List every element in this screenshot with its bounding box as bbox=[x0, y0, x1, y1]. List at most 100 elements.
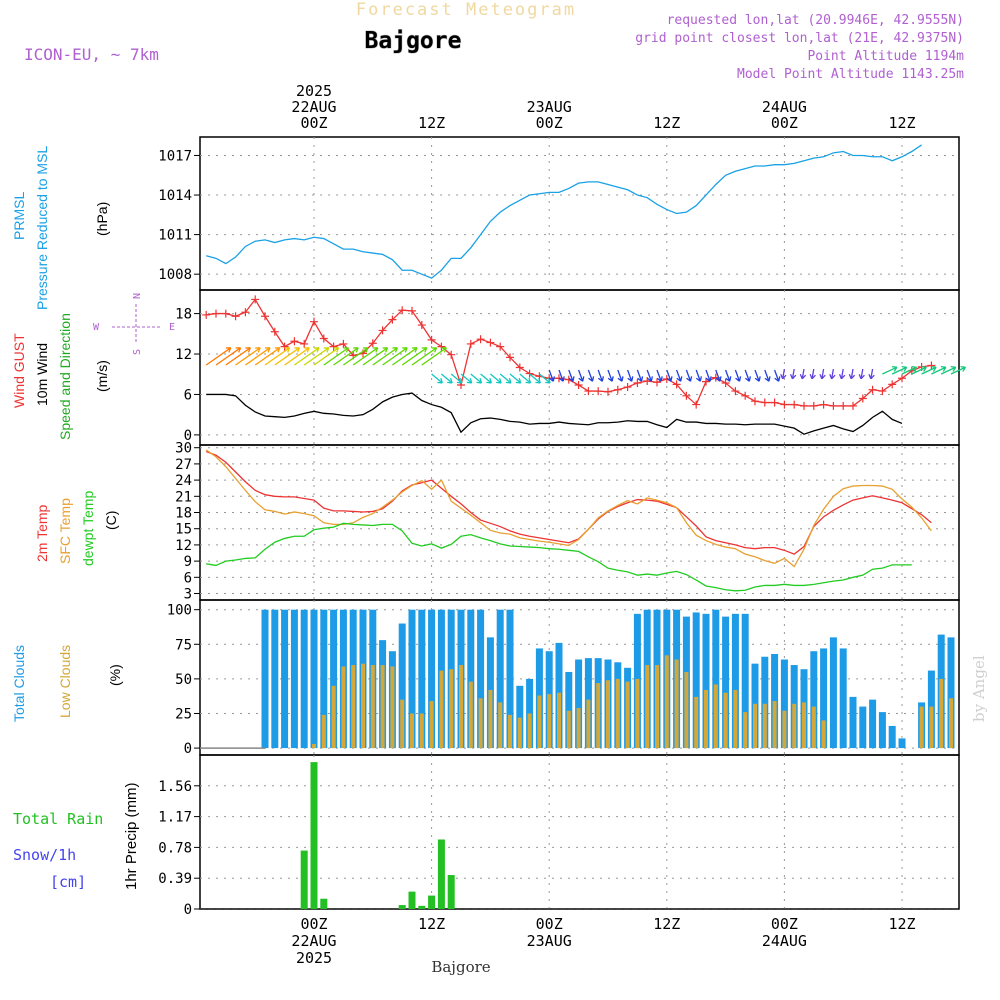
precip-label-snow: Snow/1h bbox=[13, 846, 76, 864]
wind-arrow bbox=[705, 369, 711, 382]
top-time-label: 24AUG bbox=[762, 98, 807, 116]
bottom-time-label: 00Z bbox=[771, 915, 798, 933]
wind-label-gust: Wind GUST bbox=[11, 333, 27, 408]
low-cloud-bar bbox=[537, 695, 542, 749]
low-cloud-bar bbox=[772, 701, 777, 749]
temperature-ytick-label: 6 bbox=[184, 570, 192, 586]
gust-marker bbox=[604, 387, 612, 396]
pressure-ytick-label: 1014 bbox=[158, 188, 192, 204]
low-cloud-bar bbox=[517, 717, 522, 749]
wind-arrow bbox=[754, 369, 760, 382]
wind-arrowhead bbox=[392, 347, 398, 353]
gust-marker bbox=[212, 309, 220, 318]
total-cloud-bar bbox=[261, 609, 269, 749]
compass-south: S bbox=[132, 349, 143, 355]
pressure-series-line bbox=[206, 144, 922, 279]
wind-arrowhead bbox=[597, 376, 605, 382]
wind-arrowhead bbox=[715, 376, 722, 382]
precip-bar bbox=[428, 895, 436, 909]
wind-arrowhead bbox=[545, 378, 551, 384]
gust-marker bbox=[319, 334, 328, 343]
total-cloud-bar bbox=[516, 685, 524, 749]
precip-bar bbox=[447, 875, 455, 909]
wind-arrow bbox=[548, 369, 554, 382]
wind-arrowhead bbox=[447, 378, 453, 384]
wind-arrow bbox=[821, 368, 825, 379]
wind-arrow bbox=[724, 369, 731, 382]
wind-arrowhead bbox=[754, 376, 761, 382]
gust-marker bbox=[692, 400, 701, 409]
low-cloud-bar bbox=[508, 714, 512, 749]
low-cloud-bar bbox=[596, 683, 601, 749]
pressure-frame bbox=[199, 136, 960, 291]
low-cloud-bar bbox=[919, 706, 924, 749]
low-cloud-bar bbox=[684, 671, 689, 749]
wind-arrow bbox=[656, 369, 662, 382]
low-cloud-bar bbox=[439, 670, 444, 749]
wind-arrowhead bbox=[333, 347, 340, 353]
wind-arrowhead bbox=[627, 376, 634, 382]
gust-marker bbox=[525, 369, 534, 378]
gust-marker bbox=[927, 361, 936, 370]
gust-marker bbox=[770, 398, 779, 407]
top-time-label: 23AUG bbox=[527, 98, 572, 116]
bottom-time-label: 2025 bbox=[296, 949, 332, 967]
wind-series-line bbox=[206, 298, 932, 407]
wind-arrow bbox=[646, 369, 652, 382]
wind-arrowhead bbox=[789, 373, 797, 380]
temperature-ytick-label: 9 bbox=[184, 554, 192, 570]
top-time-label: 12Z bbox=[418, 114, 445, 132]
precip-bar bbox=[320, 898, 328, 909]
wind-arrowhead bbox=[838, 373, 846, 380]
total-cloud-bar bbox=[477, 609, 485, 749]
gust-marker bbox=[251, 295, 260, 304]
gust-marker bbox=[800, 401, 808, 410]
wind-arrowhead bbox=[588, 376, 595, 382]
low-cloud-bar bbox=[478, 698, 483, 749]
wind-arrowhead bbox=[686, 376, 693, 382]
gust-marker bbox=[594, 387, 603, 396]
wind-arrow bbox=[695, 369, 701, 382]
wind-label-10m: 10m Wind bbox=[34, 343, 50, 406]
bottom-time-label: 23AUG bbox=[527, 932, 572, 950]
wind-arrowhead bbox=[705, 376, 712, 382]
wind-arrow bbox=[235, 347, 261, 366]
temperature-series-line bbox=[205, 449, 932, 568]
total-cloud-bar bbox=[771, 653, 779, 749]
wind-arrow bbox=[901, 366, 917, 375]
wind-arrowhead bbox=[656, 376, 663, 382]
gust-marker bbox=[388, 315, 397, 324]
wind-arrowhead bbox=[505, 378, 512, 384]
gust-marker bbox=[261, 312, 269, 321]
point-altitude: Point Altitude 1194m bbox=[807, 49, 964, 64]
wind-arrow bbox=[568, 369, 574, 382]
low-cloud-bar bbox=[576, 707, 581, 749]
gust-marker bbox=[280, 342, 289, 351]
gust-marker bbox=[819, 400, 828, 409]
wind-arrowhead bbox=[515, 378, 522, 384]
wind-ytick-label: 6 bbox=[184, 387, 192, 403]
gust-marker bbox=[378, 326, 387, 335]
gridpoint-coords: grid point closest lon,lat (21E, 42.9375… bbox=[635, 31, 964, 46]
wind-arrow bbox=[225, 347, 251, 366]
wind-arrow bbox=[577, 369, 584, 382]
precip-ytick-label: 0 bbox=[184, 902, 192, 918]
wind-arrow bbox=[529, 373, 541, 384]
wind-arrow bbox=[950, 366, 966, 375]
model-label: ICON-EU, ~ 7km bbox=[24, 45, 159, 64]
gust-marker bbox=[417, 321, 426, 330]
wind-arrowhead bbox=[372, 347, 379, 353]
wind-arrow bbox=[254, 347, 281, 366]
gust-marker bbox=[868, 385, 877, 394]
low-cloud-bar bbox=[713, 684, 718, 749]
gust-marker bbox=[829, 401, 838, 410]
gust-marker bbox=[682, 391, 691, 400]
low-cloud-bar bbox=[674, 659, 679, 749]
wind-arrow bbox=[519, 373, 531, 384]
low-cloud-bar bbox=[753, 703, 757, 749]
gust-marker bbox=[760, 398, 769, 407]
gust-marker bbox=[751, 397, 759, 406]
pressure-label-msl: Pressure Reduced to MSL bbox=[34, 146, 50, 310]
wind-arrow bbox=[607, 369, 613, 382]
